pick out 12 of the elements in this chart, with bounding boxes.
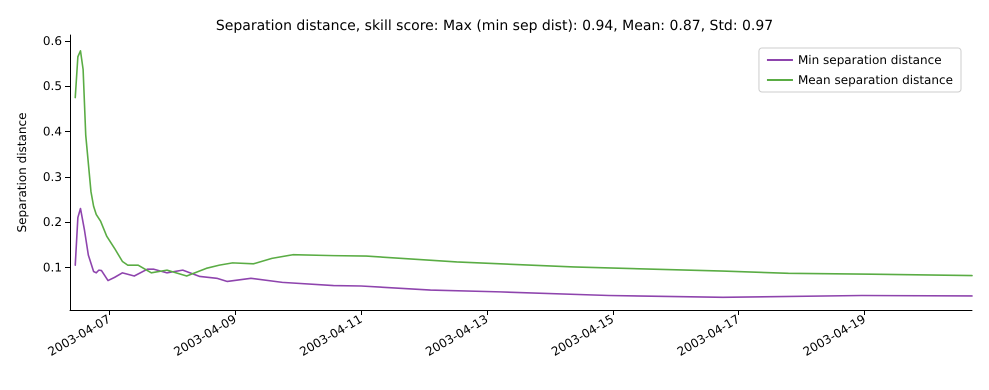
chart-title: Separation distance, skill score: Max (min sep dist): 0.94, Mean: 0.87, Std: 0.97	[216, 18, 774, 34]
y-tick-label: 0.3	[42, 170, 62, 184]
y-axis-title: Separation distance	[15, 112, 29, 232]
y-tick-label: 0.5	[42, 79, 62, 94]
y-tick-label: 0.6	[42, 34, 62, 48]
legend-label: Min separation distance	[798, 53, 942, 67]
line-series	[74, 208, 973, 298]
y-tick-label: 0.1	[42, 260, 62, 274]
y-tick-label: 0.2	[42, 215, 62, 230]
line-series	[74, 50, 973, 277]
legend-label: Mean separation distance	[798, 73, 954, 87]
y-tick-label: 0.4	[42, 124, 62, 138]
